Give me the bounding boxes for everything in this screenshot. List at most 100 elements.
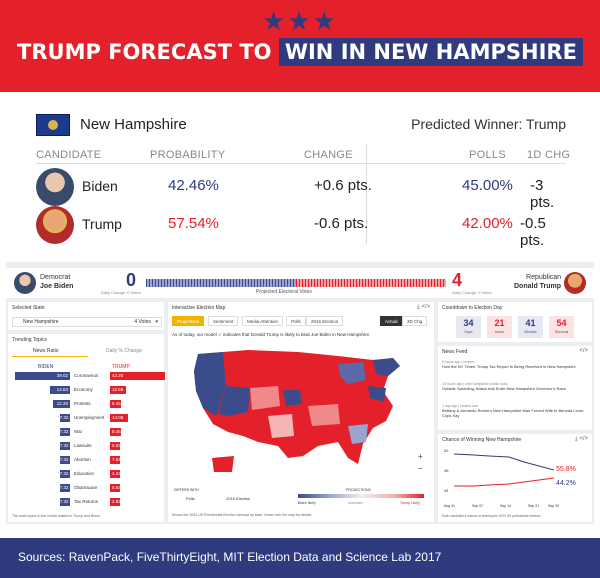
tab-polls[interactable]: Polls <box>286 316 306 326</box>
legend-trump: TRUMP <box>112 364 130 370</box>
trump-bar: 8.45 <box>110 400 121 408</box>
predicted-winner: Predicted Winner: Trump <box>411 116 566 132</box>
biden-bar: 7.32 <box>59 428 70 436</box>
countdown-box: 34 Days <box>456 316 481 338</box>
candidate-row-biden: Biden 42.46% +0.6 pts. 45.00% -3 pts. <box>36 168 566 211</box>
map-polls-toggle[interactable]: Polls <box>186 496 195 501</box>
active-tab-underline <box>12 356 88 357</box>
trump-bar: 14.08 <box>110 414 129 422</box>
trending-row: 14.63 Economy 12.68 <box>12 386 162 395</box>
col-header-probability: PROBABILITY <box>150 149 226 161</box>
x-tick: Sep 14 <box>500 504 512 508</box>
countdown-number: 21 <box>494 318 505 328</box>
zoom-out-icon[interactable]: − <box>418 464 423 473</box>
col-header-change: CHANGE <box>304 149 353 161</box>
probability-value: 42.46% <box>168 177 219 194</box>
dem-daily-change: Daily Change: 0 Votes <box>101 290 141 295</box>
header-banner: ★★★ TRUMP FORECAST TO WIN IN NEW HAMPSHI… <box>0 0 600 92</box>
trending-footnote: The main topics in the media related to … <box>12 514 100 518</box>
trending-row: 7.32 Tax Returns 2.82 <box>12 498 162 507</box>
tab-projections[interactable]: Projections <box>172 316 205 326</box>
news-item[interactable]: 10 hours ago | new hampshire public radi… <box>442 382 566 391</box>
trending-row: 39.02 Coronavirus 42.25 <box>12 372 165 381</box>
tab-media-attention[interactable]: Media Attention <box>242 316 284 326</box>
news-item[interactable]: 8 hours ago | reuters How the NY Times' … <box>442 360 576 369</box>
header-divider <box>36 163 566 164</box>
topic-label: Lawsuits <box>74 443 92 448</box>
map-2016-toggle[interactable]: 2016 Election <box>226 496 251 501</box>
trending-topics-panel: Trending Topics News Ratio Daily % Chang… <box>8 334 165 522</box>
download-icon[interactable]: ⤓ </> <box>417 304 430 310</box>
map-differs-label: DIFFERS WITH <box>174 488 199 492</box>
biden-bar: 7.32 <box>59 470 70 478</box>
dem-ev-count: 0 <box>126 270 137 290</box>
candidate-name: Trump <box>82 216 122 232</box>
toggle-actual[interactable]: Actual <box>380 316 403 326</box>
change-value: -0.6 pts. <box>314 215 369 232</box>
state-row: New Hampshire Predicted Winner: Trump <box>36 112 566 138</box>
biden-bar: 7.32 <box>59 414 70 422</box>
ev-caption: Projected Electoral Votes <box>256 289 312 295</box>
legend-uncertain: Uncertain <box>348 501 363 505</box>
map-title: Interactive Election Map <box>172 305 226 311</box>
topic-label: Tax Returns <box>74 499 99 504</box>
biden-bar: 7.32 <box>59 442 70 450</box>
biden-avatar <box>14 272 36 294</box>
state-name: New Hampshire <box>80 116 187 133</box>
tab-news-ratio[interactable]: News Ratio <box>33 348 59 354</box>
polls-value: 45.00% <box>462 177 513 194</box>
trump-line <box>454 477 554 487</box>
countdown-unit: Hours <box>494 330 505 334</box>
chance-footnote: Each candidate's chance of winning the 2… <box>442 514 542 518</box>
tab-sentiment[interactable]: Sentiment <box>208 316 239 326</box>
biden-chance-label: 44.2% <box>556 480 576 487</box>
projections-legend-title: PROJECTIONS <box>346 488 371 492</box>
zoom-in-icon[interactable]: + <box>418 452 423 461</box>
col-header-candidate: CANDIDATE <box>36 149 102 161</box>
y-tick: 44 <box>444 488 449 493</box>
trending-row: 7.32 Education 4.23 <box>12 470 162 479</box>
countdown-number: 41 <box>525 318 536 328</box>
tab-daily-change[interactable]: Daily % Change <box>106 348 142 354</box>
biden-bar: 14.63 <box>49 386 70 394</box>
chance-title: Chance of Winning New Hampshire <box>442 437 522 443</box>
headline: TRUMP FORECAST TO WIN IN NEW HAMPSHIRE <box>0 38 600 66</box>
countdown-unit: Minutes <box>524 330 537 334</box>
projections-legend-bar <box>298 494 424 498</box>
legend-trump-likely: Trump Likely <box>400 501 420 505</box>
map-intro: As of today, our model ✓ indicates that … <box>172 332 371 337</box>
download-icon[interactable]: ⤓ </> <box>575 436 588 442</box>
trending-row: 7.32 Obamacare 5.63 <box>12 484 162 493</box>
state-select[interactable]: New Hampshire 4 Votes ▾ <box>12 317 162 327</box>
tab-2016-election[interactable]: 2016 Election <box>306 316 344 326</box>
candidate-name: Biden <box>82 178 118 194</box>
trump-bar: 5.63 <box>110 484 121 492</box>
countdown-number: 34 <box>463 318 474 328</box>
topic-label: Unemployment <box>74 415 105 420</box>
us-map[interactable] <box>188 346 408 476</box>
forecast-table: New Hampshire Predicted Winner: Trump CA… <box>22 92 578 252</box>
trending-title: Trending Topics <box>12 337 48 343</box>
biden-bar: 7.32 <box>59 498 70 506</box>
x-tick: Sep 21 <box>528 504 540 508</box>
countdown-panel: Countdown to Election Day 34 Days 21 Hours 4… <box>438 302 592 342</box>
topic-label: Economy <box>74 387 93 392</box>
biden-avatar <box>36 168 74 206</box>
x-tick: Sep 07 <box>472 504 484 508</box>
toggle-3d-chg[interactable]: 3D Chg <box>402 316 428 326</box>
biden-bar: 39.02 <box>15 372 70 380</box>
biden-bar: 7.32 <box>59 456 70 464</box>
selected-state-title: Selected State <box>12 305 45 311</box>
topic-label: Abortion <box>74 457 91 462</box>
news-item[interactable]: 1 day ago | fosters.com Brittany & Arman… <box>442 404 585 418</box>
trump-bar: 4.23 <box>110 470 121 478</box>
trending-row: 7.32 Lawsuits 5.63 <box>12 442 162 451</box>
countdown-box: 41 Minutes <box>518 316 543 338</box>
chance-line-chart[interactable] <box>454 448 554 500</box>
legend-biden: BIDEN <box>38 364 54 370</box>
selected-state-panel: Selected State New Hampshire 4 Votes ▾ <box>8 302 164 330</box>
headline-highlight: WIN IN NEW HAMPSHIRE <box>278 38 583 66</box>
embed-icon[interactable]: </> <box>579 348 588 354</box>
topic-label: Coronavirus <box>74 373 99 378</box>
countdown-unit: Seconds <box>554 330 569 334</box>
